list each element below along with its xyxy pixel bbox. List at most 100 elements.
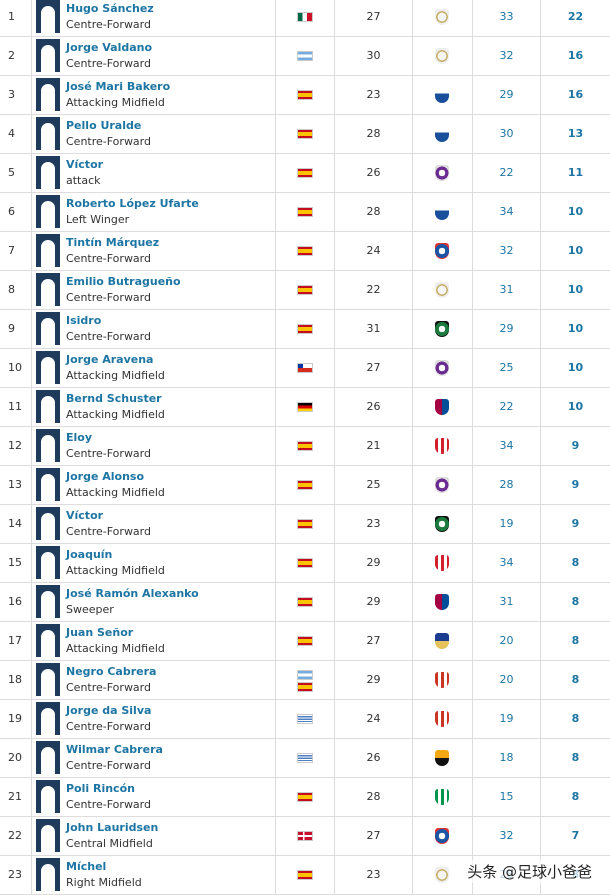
age: 26 xyxy=(335,154,413,192)
player-cell: Roberto López Ufarte Left Winger xyxy=(32,193,276,231)
club-cell xyxy=(413,154,473,192)
rank: 23 xyxy=(0,856,32,894)
club-cell xyxy=(413,622,473,660)
flag-icon xyxy=(297,558,313,568)
player-position: Attacking Midfield xyxy=(66,642,165,655)
rank: 7 xyxy=(0,232,32,270)
club-crest xyxy=(435,438,449,454)
club-cell xyxy=(413,466,473,504)
flag-icon xyxy=(297,51,313,61)
nationality-cell xyxy=(276,76,335,114)
player-name[interactable]: José Mari Bakero xyxy=(66,80,171,93)
club-crest xyxy=(435,282,449,298)
flag-icon xyxy=(297,670,313,680)
player-cell: Isidro Centre-Forward xyxy=(32,310,276,348)
club-crest xyxy=(435,87,449,103)
appearances: 20 xyxy=(473,622,541,660)
player-name[interactable]: José Ramón Alexanko xyxy=(66,587,199,600)
flag-icon xyxy=(297,129,313,139)
player-name[interactable]: Negro Cabrera xyxy=(66,665,157,678)
nationality-cell xyxy=(276,271,335,309)
player-photo xyxy=(36,546,60,579)
player-name[interactable]: Hugo Sánchez xyxy=(66,2,154,15)
player-cell: Poli Rincón Centre-Forward xyxy=(32,778,276,816)
appearances: 33 xyxy=(473,0,541,36)
rank: 21 xyxy=(0,778,32,816)
appearances: 29 xyxy=(473,76,541,114)
rank: 20 xyxy=(0,739,32,777)
player-name[interactable]: Míchel xyxy=(66,860,107,873)
flag-icon xyxy=(297,792,313,802)
player-name[interactable]: Joaquín xyxy=(66,548,113,561)
club-cell xyxy=(413,544,473,582)
player-name[interactable]: John Lauridsen xyxy=(66,821,159,834)
player-name[interactable]: Jorge Alonso xyxy=(66,470,145,483)
goals: 9 xyxy=(571,478,580,491)
player-cell: John Lauridsen Central Midfield xyxy=(32,817,276,855)
club-cell xyxy=(413,349,473,387)
age: 24 xyxy=(335,232,413,270)
player-cell: Jorge Alonso Attacking Midfield xyxy=(32,466,276,504)
table-row: 10 Jorge Aravena Attacking Midfield 27 25 10 xyxy=(0,349,610,388)
nationality-cell xyxy=(276,778,335,816)
club-cell xyxy=(413,583,473,621)
appearances: 20 xyxy=(473,661,541,699)
appearances: 31 xyxy=(473,583,541,621)
player-name[interactable]: Pello Uralde xyxy=(66,119,142,132)
flag-icon xyxy=(297,753,313,763)
nationality-cell xyxy=(276,583,335,621)
player-name[interactable]: Jorge da Silva xyxy=(66,704,152,717)
club-crest xyxy=(435,711,449,727)
rank: 18 xyxy=(0,661,32,699)
club-crest xyxy=(435,867,449,883)
club-crest xyxy=(435,9,449,25)
player-name[interactable]: Víctor xyxy=(66,158,104,171)
goals: 8 xyxy=(571,673,580,686)
player-name[interactable]: Jorge Valdano xyxy=(66,41,153,54)
appearances: 32 xyxy=(473,37,541,75)
club-cell xyxy=(413,388,473,426)
player-name[interactable]: Víctor xyxy=(66,509,104,522)
nationality-cell xyxy=(276,232,335,270)
club-crest xyxy=(435,594,449,610)
rank: 17 xyxy=(0,622,32,660)
club-crest xyxy=(435,243,449,259)
age: 23 xyxy=(335,505,413,543)
goals: 16 xyxy=(567,88,584,101)
player-name[interactable]: Bernd Schuster xyxy=(66,392,162,405)
player-photo xyxy=(36,156,60,189)
table-row: 12 Eloy Centre-Forward 21 34 9 xyxy=(0,427,610,466)
player-name[interactable]: Emilio Butragueño xyxy=(66,275,181,288)
player-name[interactable]: Poli Rincón xyxy=(66,782,135,795)
player-name[interactable]: Wilmar Cabrera xyxy=(66,743,163,756)
player-photo xyxy=(36,0,60,33)
player-cell: Emilio Butragueño Centre-Forward xyxy=(32,271,276,309)
age: 29 xyxy=(335,661,413,699)
club-cell xyxy=(413,232,473,270)
club-cell xyxy=(413,193,473,231)
player-name[interactable]: Juan Señor xyxy=(66,626,134,639)
nationality-cell xyxy=(276,193,335,231)
player-position: Centre-Forward xyxy=(66,525,151,538)
player-name[interactable]: Eloy xyxy=(66,431,93,444)
appearances: 34 xyxy=(473,544,541,582)
goals: 10 xyxy=(567,361,584,374)
flag-icon xyxy=(297,519,313,529)
player-position: Attacking Midfield xyxy=(66,408,165,421)
nationality-cell xyxy=(276,310,335,348)
player-photo xyxy=(36,507,60,540)
flag-icon xyxy=(297,480,313,490)
player-photo xyxy=(36,312,60,345)
player-name[interactable]: Tintín Márquez xyxy=(66,236,160,249)
player-position: Centre-Forward xyxy=(66,291,151,304)
player-position: Centre-Forward xyxy=(66,18,151,31)
flag-icon xyxy=(297,441,313,451)
flag-icon xyxy=(297,168,313,178)
club-cell xyxy=(413,661,473,699)
player-name[interactable]: Jorge Aravena xyxy=(66,353,154,366)
player-position: Attacking Midfield xyxy=(66,96,165,109)
goals: 8 xyxy=(571,556,580,569)
player-name[interactable]: Roberto López Ufarte xyxy=(66,197,199,210)
nationality-cell xyxy=(276,739,335,777)
player-name[interactable]: Isidro xyxy=(66,314,102,327)
